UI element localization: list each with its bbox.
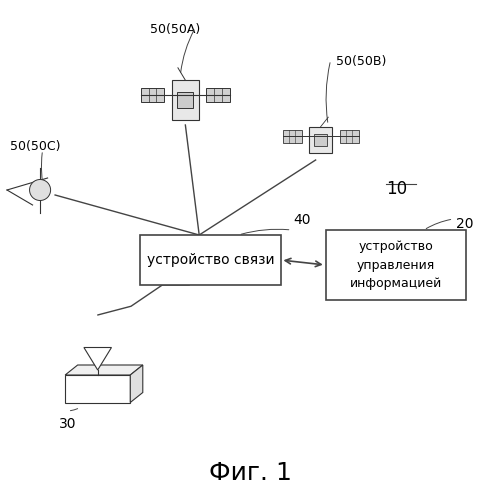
Bar: [141, 88, 164, 102]
Text: 50(50B): 50(50B): [336, 55, 386, 68]
Bar: [326, 230, 466, 300]
Bar: [340, 130, 359, 143]
Bar: [283, 130, 302, 143]
Text: 20: 20: [456, 218, 473, 232]
Bar: [206, 88, 230, 102]
Text: 50(50C): 50(50C): [10, 140, 61, 153]
Polygon shape: [65, 365, 143, 375]
Bar: [314, 134, 327, 145]
Bar: [309, 126, 332, 154]
Bar: [65, 375, 130, 402]
Text: 10: 10: [386, 180, 407, 198]
Bar: [140, 235, 281, 285]
Circle shape: [30, 180, 51, 201]
Polygon shape: [84, 348, 111, 370]
Text: Фиг. 1: Фиг. 1: [209, 461, 292, 485]
Bar: [172, 80, 199, 120]
Polygon shape: [130, 365, 143, 403]
Text: устройство
управления
информацией: устройство управления информацией: [350, 240, 442, 290]
Text: 50(50A): 50(50A): [150, 22, 200, 36]
Text: 30: 30: [59, 418, 76, 432]
Text: 40: 40: [293, 214, 311, 228]
Bar: [177, 92, 193, 108]
Text: устройство связи: устройство связи: [147, 253, 274, 267]
